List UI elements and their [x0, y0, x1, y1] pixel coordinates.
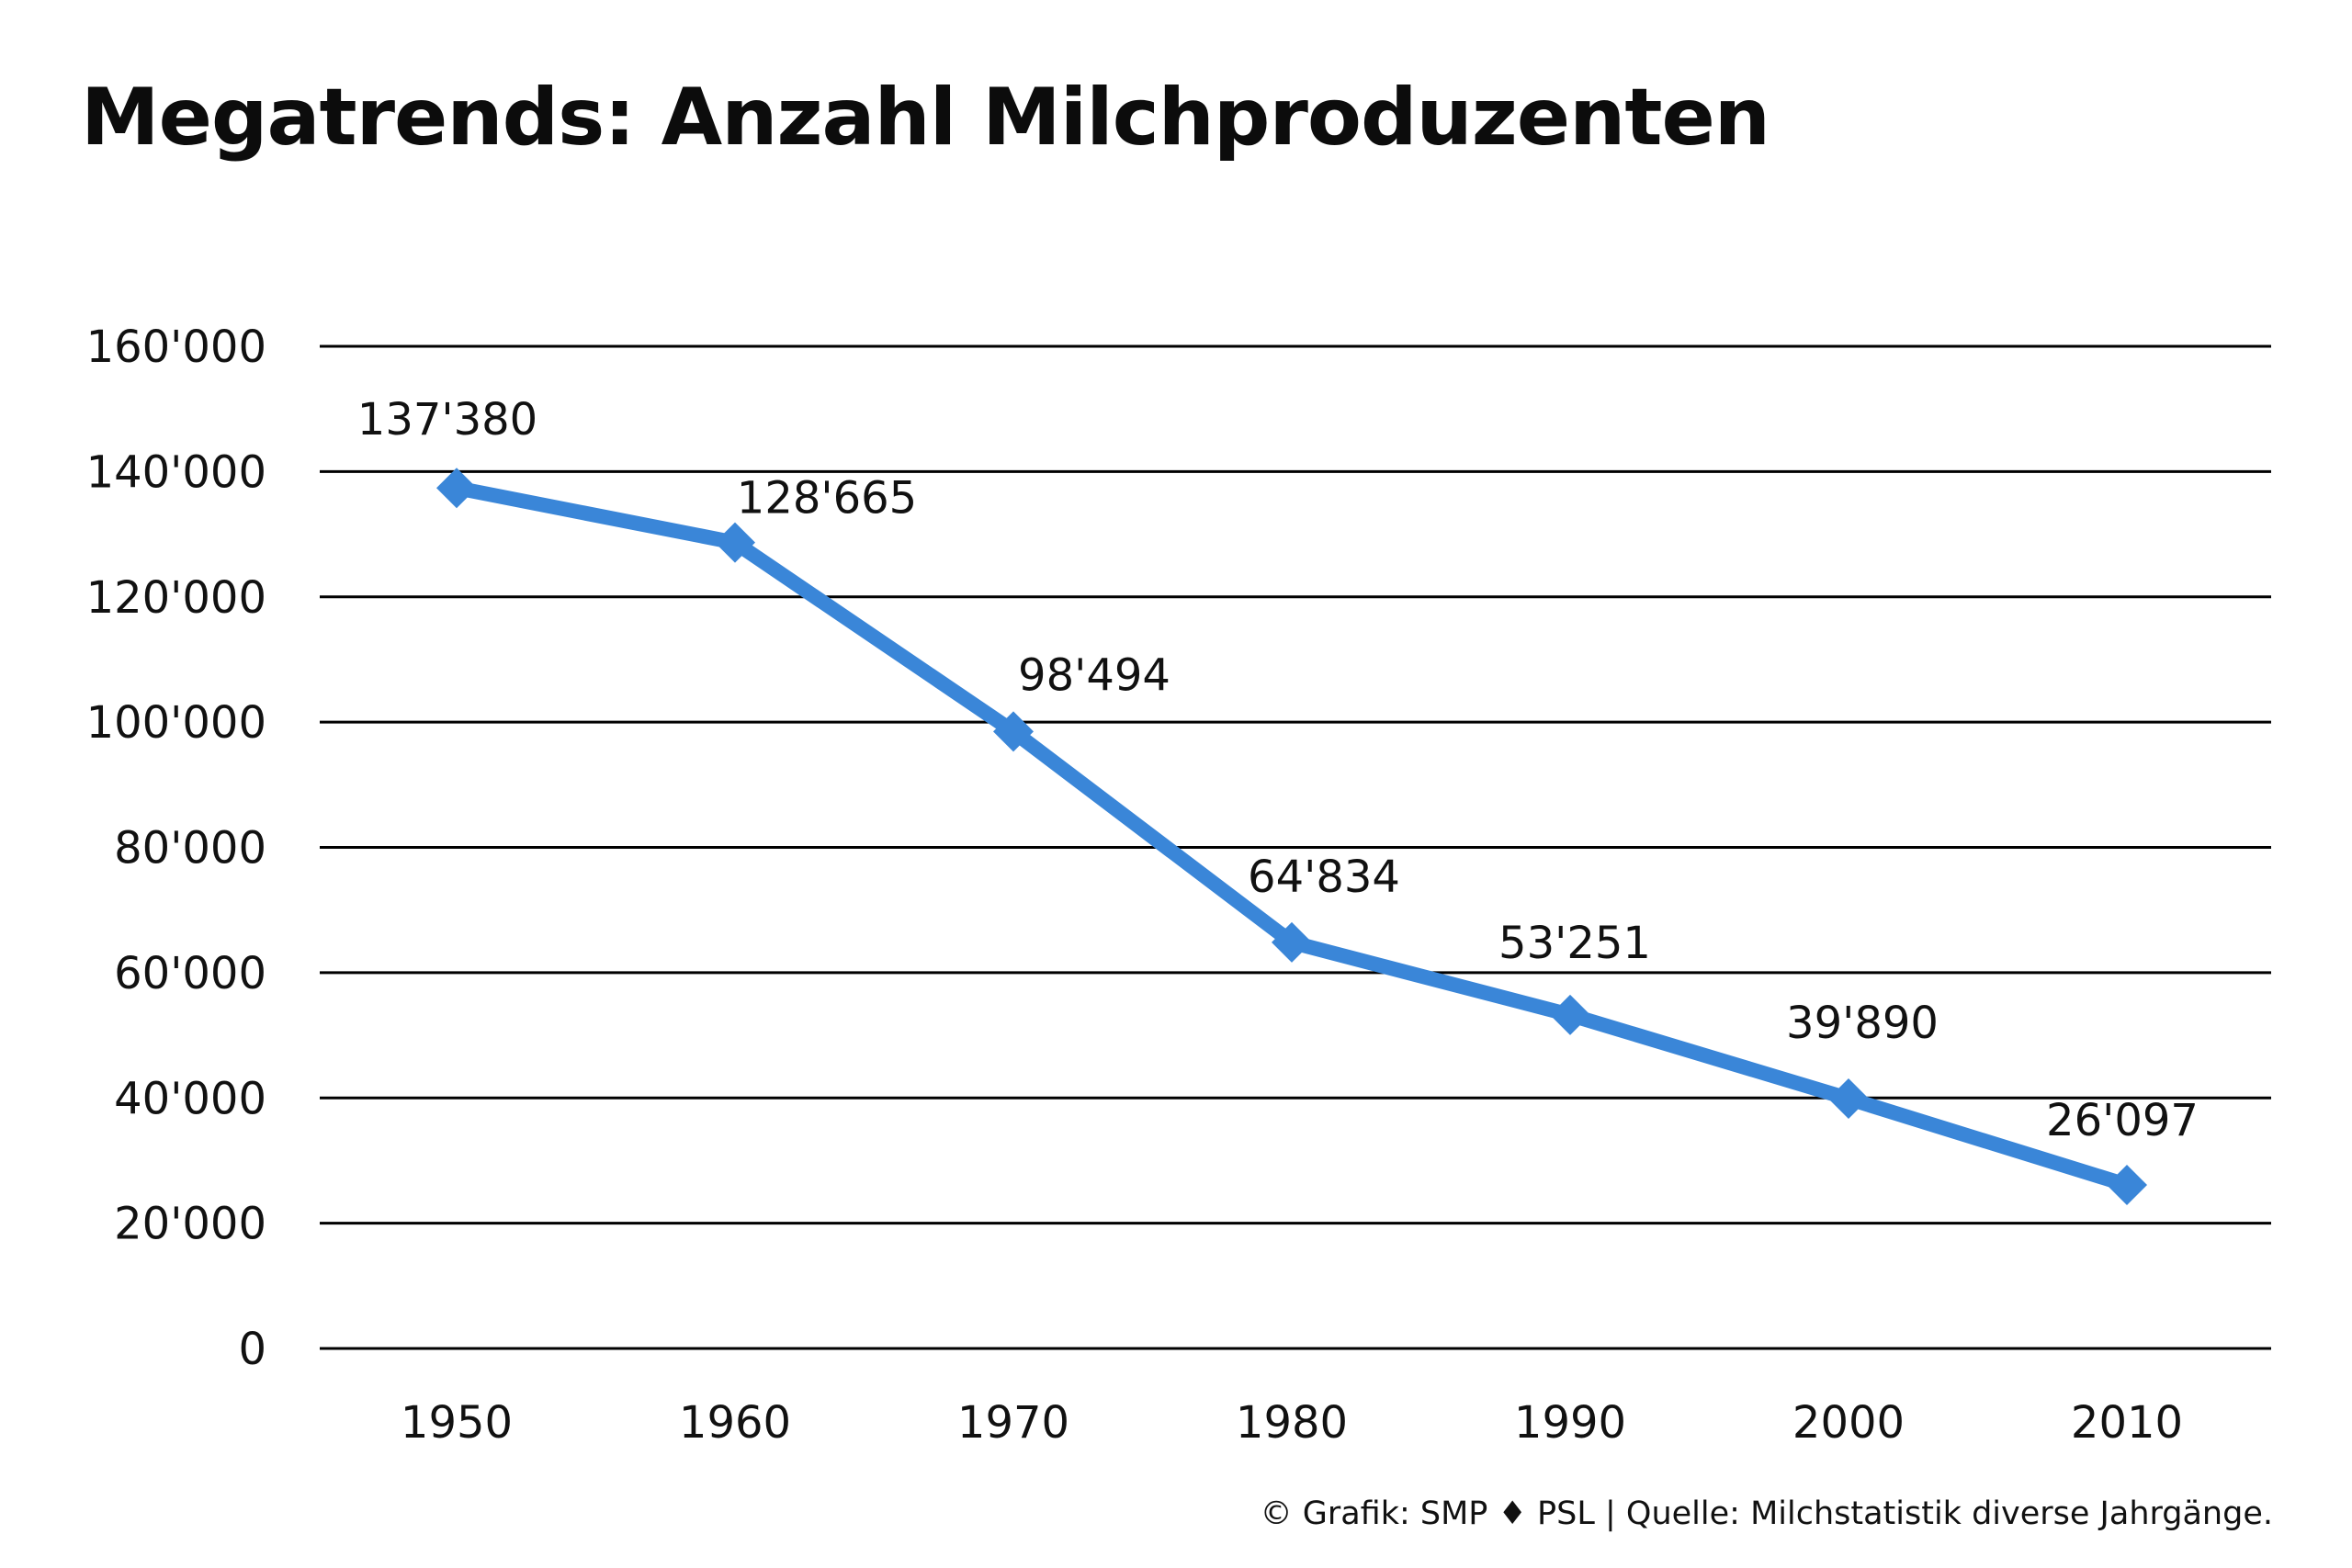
data-point-marker: [436, 468, 477, 509]
data-label: 64'834: [1248, 852, 1400, 903]
data-label: 26'097: [2046, 1095, 2199, 1146]
chart-title: Megatrends: Anzahl Milchproduzenten: [81, 72, 1770, 164]
y-tick-label: 20'000: [114, 1199, 266, 1250]
x-axis-tick-labels: 1950 1960 1970 1980 1990 2000 2010: [401, 1397, 2183, 1449]
x-tick-label: 1980: [1236, 1397, 1348, 1449]
y-tick-label: 0: [238, 1324, 266, 1375]
y-tick-label: 80'000: [114, 823, 266, 874]
x-tick-label: 1960: [679, 1397, 791, 1449]
y-tick-label: 140'000: [86, 446, 266, 498]
source-credit: © Grafik: SMP ♦ PSL | Quelle: Milchstati…: [1260, 1495, 2273, 1532]
data-point-marker: [2107, 1165, 2147, 1206]
y-tick-label: 40'000: [114, 1073, 266, 1124]
data-label: 53'251: [1498, 918, 1651, 969]
x-tick-label: 1990: [1514, 1397, 1626, 1449]
y-tick-label: 100'000: [86, 697, 266, 749]
data-label: 128'665: [737, 473, 917, 525]
data-point-marker: [1272, 921, 1312, 963]
x-tick-label: 1950: [401, 1397, 513, 1449]
data-point-marker: [993, 711, 1034, 752]
data-label: 39'890: [1786, 998, 1939, 1049]
data-labels: 137'380 128'665 98'494 64'834 53'251 39'890 26…: [357, 394, 2199, 1146]
data-label: 137'380: [357, 394, 537, 446]
x-tick-label: 2010: [2071, 1397, 2183, 1449]
data-label: 98'494: [1018, 649, 1170, 701]
data-point-marker: [1550, 994, 1590, 1035]
series-line: [449, 480, 2134, 1193]
data-markers: [436, 468, 2147, 1206]
x-tick-label: 1970: [957, 1397, 1069, 1449]
data-point-marker: [715, 522, 755, 563]
data-point-marker: [1828, 1078, 1869, 1120]
data-series: [449, 480, 2134, 1193]
y-tick-label: 120'000: [86, 572, 266, 624]
y-tick-label: 60'000: [114, 948, 266, 999]
gridlines: [320, 344, 2271, 1350]
x-tick-label: 2000: [1792, 1397, 1905, 1449]
y-axis-tick-labels: 0 20'000 40'000 60'000 80'000 100'000 120'000 1…: [86, 321, 266, 1375]
y-tick-label: 160'000: [86, 321, 266, 373]
